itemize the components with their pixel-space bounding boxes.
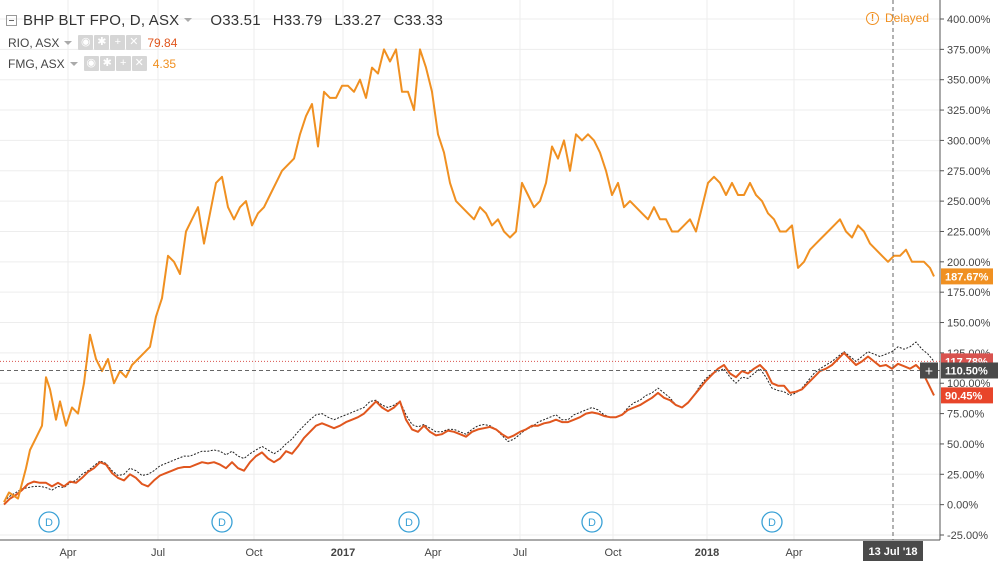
x-tick-label: 2018 <box>695 547 719 559</box>
y-tick-label: 400.00% <box>947 14 991 26</box>
rio-last-value-label: 90.45% <box>945 390 983 402</box>
dividend-marker[interactable] <box>761 511 783 533</box>
x-tick-label: Apr <box>424 547 441 559</box>
eye-icon[interactable]: ◉ <box>78 35 94 50</box>
dividend-marker[interactable] <box>211 511 233 533</box>
ohlc-open-value: 33.51 <box>222 11 261 29</box>
dividend-marker-label: D <box>218 517 226 529</box>
x-tick-label: Oct <box>245 547 262 559</box>
plus-icon[interactable]: + <box>925 362 933 378</box>
crosshair-date-bg <box>863 541 923 561</box>
legend-rio-row: RIO, ASX ◉ ✱ + ✕ 79.84 <box>6 32 443 53</box>
ohlc-low-label: L <box>334 11 343 29</box>
info-icon: ! <box>866 11 879 25</box>
dividend-marker-label: D <box>45 517 53 529</box>
crosshair-value-label: 110.50% <box>945 365 988 377</box>
y-tick-label: 300.00% <box>947 135 991 147</box>
y-tick-label: 25.00% <box>947 469 985 481</box>
chevron-down-icon[interactable] <box>64 40 73 45</box>
y-tick-label: 250.00% <box>947 196 991 208</box>
fmg-buttons: ◉ ✱ + ✕ <box>83 56 147 71</box>
y-tick-label: 100.00% <box>947 378 991 390</box>
fmg-symbol[interactable]: FMG, ASX <box>8 56 65 71</box>
y-tick-label: 0.00% <box>947 500 978 512</box>
rio-buttons: ◉ ✱ + ✕ <box>78 35 142 50</box>
fmg-last-value-label: 187.67% <box>945 271 989 283</box>
y-tick-label: 75.00% <box>947 409 985 421</box>
legend-main-row: BHP BLT FPO, D, ASX O 33.51 H 33.79 L 33.27… <box>6 8 443 32</box>
dividend-marker[interactable] <box>38 511 60 533</box>
x-tick-label: Jul <box>513 547 527 559</box>
x-tick-label: Apr <box>785 547 802 559</box>
crosshair-value-bg <box>941 362 998 379</box>
close-icon[interactable]: ✕ <box>126 35 142 50</box>
collapse-icon[interactable] <box>6 14 17 26</box>
ohlc-low-value: 33.27 <box>342 11 382 29</box>
legend: BHP BLT FPO, D, ASX O 33.51 H 33.79 L 33.27… <box>6 8 443 74</box>
y-tick-label: 175.00% <box>947 287 991 299</box>
fmg-last-value-label-bg <box>941 268 993 285</box>
rio-last-value-label-bg <box>941 387 993 404</box>
x-tick-label: Oct <box>604 547 621 559</box>
x-tick-label: 2017 <box>331 547 355 559</box>
ohlc-open-label: O <box>210 11 223 29</box>
y-tick-label: 200.00% <box>947 257 991 269</box>
fmg-value: 4.35 <box>152 56 177 71</box>
y-tick-label: 325.00% <box>947 105 991 117</box>
main-symbol-title[interactable]: BHP BLT FPO, D, ASX <box>23 11 180 29</box>
crosshair-plus-bg[interactable] <box>920 362 938 379</box>
dividend-marker[interactable] <box>398 511 420 533</box>
dividend-marker[interactable] <box>581 511 603 533</box>
y-tick-label: 225.00% <box>947 226 991 238</box>
y-tick-label: 50.00% <box>947 439 985 451</box>
y-tick-label: 150.00% <box>947 318 991 330</box>
x-tick-label: Apr <box>59 547 76 559</box>
series-line-bhp-blt-fpo[interactable] <box>3 341 935 502</box>
dividend-marker-label: D <box>768 517 776 529</box>
y-tick-label: 375.00% <box>947 44 991 56</box>
close-icon[interactable]: ✕ <box>131 56 147 71</box>
ohlc-close-value: 33.33 <box>404 11 444 29</box>
plus-icon[interactable]: + <box>110 35 126 50</box>
ohlc-high-label: H <box>272 11 284 29</box>
x-tick-label: Jul <box>151 547 165 559</box>
ohlc-close-label: C <box>393 11 405 29</box>
gear-icon[interactable]: ✱ <box>94 35 110 50</box>
y-tick-label: -25.00% <box>947 530 988 542</box>
legend-fmg-row: FMG, ASX ◉ ✱ + ✕ 4.35 <box>6 53 443 74</box>
ohlc-high-value: 33.79 <box>283 11 323 29</box>
plus-icon[interactable]: + <box>115 56 131 71</box>
chevron-down-icon[interactable] <box>69 61 78 66</box>
chevron-down-icon[interactable] <box>184 18 193 22</box>
series-line-fmg[interactable] <box>3 48 935 503</box>
rio-symbol[interactable]: RIO, ASX <box>8 35 60 50</box>
series-line-rio[interactable] <box>3 351 935 506</box>
dividend-marker-label: D <box>588 517 596 529</box>
dividend-marker-label: D <box>405 517 413 529</box>
eye-icon[interactable]: ◉ <box>83 56 99 71</box>
y-tick-label: 350.00% <box>947 75 991 87</box>
delayed-indicator[interactable]: ! Delayed <box>866 11 929 25</box>
rio-value: 79.84 <box>147 35 178 50</box>
crosshair-date-label: 13 Jul '18 <box>868 546 917 558</box>
y-tick-label: 275.00% <box>947 166 991 178</box>
gear-icon[interactable]: ✱ <box>99 56 115 71</box>
delayed-label: Delayed <box>885 11 930 25</box>
